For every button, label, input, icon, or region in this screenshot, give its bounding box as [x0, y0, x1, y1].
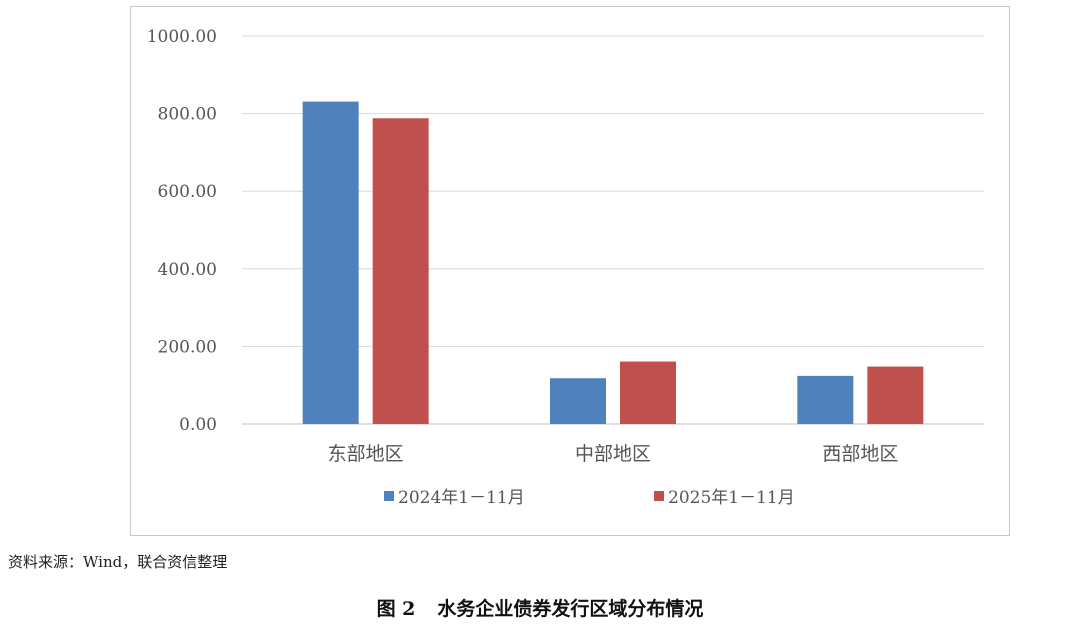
y-tick-label: 800.00	[158, 105, 217, 125]
bar-2025-0	[372, 118, 429, 425]
category-label: 西部地区	[822, 443, 898, 465]
y-tick-label: 0.00	[179, 415, 217, 435]
legend-label: 2025年1－11月	[668, 488, 795, 508]
y-tick-label: 200.00	[158, 337, 217, 357]
legend-swatch	[654, 491, 664, 501]
bar-2024-2	[797, 375, 854, 424]
gridlines	[242, 35, 984, 425]
y-tick-label: 600.00	[158, 182, 217, 202]
y-tick-label: 1000.00	[147, 27, 217, 47]
source-note: 资料来源：Wind，联合资信整理	[8, 553, 228, 571]
legend-swatch	[384, 491, 394, 501]
bar-2024-1	[550, 378, 606, 424]
bar-2025-1	[620, 361, 676, 424]
figure-title: 水务企业债券发行区域分布情况	[437, 598, 704, 620]
x-axis-categories: 东部地区 中部地区 西部地区	[328, 443, 899, 465]
bars	[302, 101, 924, 425]
category-label: 东部地区	[328, 443, 404, 465]
y-tick-label: 400.00	[158, 260, 217, 280]
legend: 2024年1－11月 2025年1－11月	[384, 488, 795, 508]
legend-label: 2024年1－11月	[398, 488, 525, 508]
y-axis-ticks: 0.00 200.00 400.00 600.00 800.00 1000.00	[147, 27, 217, 435]
figure-caption: 图 2 水务企业债券发行区域分布情况	[0, 594, 1080, 621]
bar-2024-0	[302, 101, 359, 425]
bar-chart: 0.00 200.00 400.00 600.00 800.00 1000.00 东部地区…	[147, 27, 984, 508]
chart-frame: 0.00 200.00 400.00 600.00 800.00 1000.00 东部地区…	[130, 6, 1010, 536]
bar-2025-2	[867, 366, 924, 424]
category-label: 中部地区	[575, 443, 651, 465]
figure-number: 图 2	[376, 598, 416, 620]
